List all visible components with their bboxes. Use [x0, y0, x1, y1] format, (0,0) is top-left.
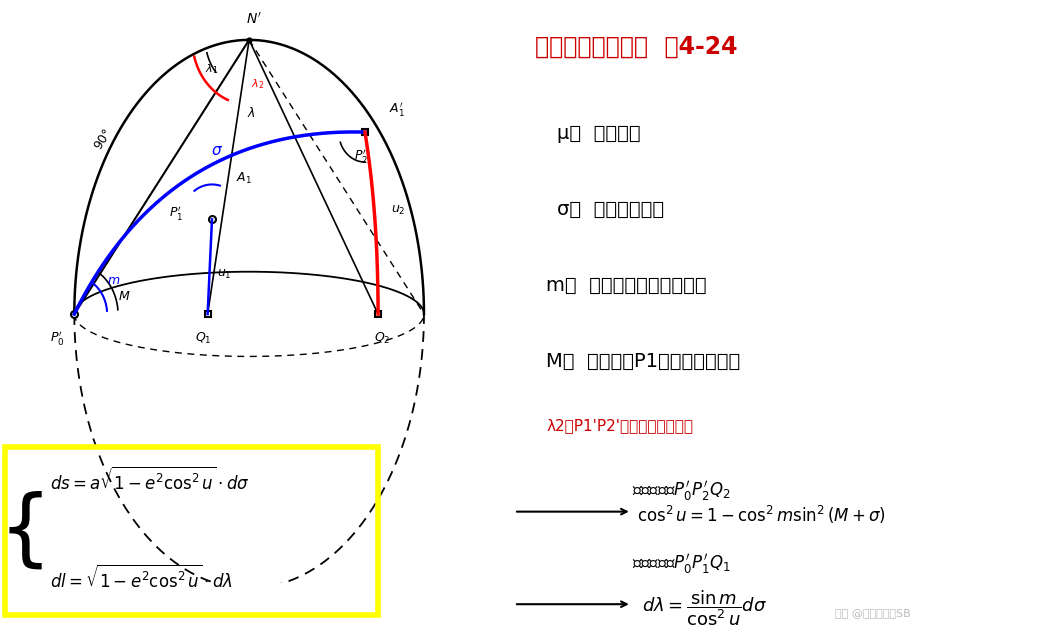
Text: $A_1$: $A_1$ — [236, 171, 252, 186]
Text: $d\lambda = \dfrac{\sin m}{\cos^2 u} d\sigma$: $d\lambda = \dfrac{\sin m}{\cos^2 u} d\s… — [642, 588, 768, 628]
Text: $\lambda_1$: $\lambda_1$ — [206, 62, 219, 76]
Text: $dl = \sqrt{1-e^2\cos^2 u} \cdot d\lambda$: $dl = \sqrt{1-e^2\cos^2 u} \cdot d\lambd… — [50, 564, 233, 592]
Text: $Q_2$: $Q_2$ — [374, 330, 390, 346]
Text: 知乎 @越来越废的SB: 知乎 @越来越废的SB — [835, 608, 911, 618]
Text: $90°$: $90°$ — [92, 126, 115, 153]
Text: m：  赤道处大圆弧的方位角: m： 赤道处大圆弧的方位角 — [547, 276, 707, 295]
Text: $\sigma$: $\sigma$ — [211, 143, 222, 158]
Text: $\cos^2 u = 1-\cos^2 m\sin^2(M+\sigma)$: $\cos^2 u = 1-\cos^2 m\sin^2(M+\sigma)$ — [637, 504, 886, 526]
Text: $\{$: $\{$ — [0, 490, 43, 572]
Text: λ2：P1'P2'之间的球面经度差: λ2：P1'P2'之间的球面经度差 — [547, 418, 693, 434]
Text: 球面三角形$P_0^{\prime}P_1^{\prime}Q_1$: 球面三角形$P_0^{\prime}P_1^{\prime}Q_1$ — [631, 552, 731, 576]
Text: $P_0^{\prime}$: $P_0^{\prime}$ — [49, 329, 64, 347]
Text: $Q_1$: $Q_1$ — [195, 330, 212, 346]
Text: $P_2^{\prime}$: $P_2^{\prime}$ — [354, 147, 367, 165]
Text: 球面三角形$P_0^{\prime}P_2^{\prime}Q_2$: 球面三角形$P_0^{\prime}P_2^{\prime}Q_2$ — [631, 479, 731, 503]
Text: $\lambda$: $\lambda$ — [247, 106, 256, 120]
Text: $m$: $m$ — [107, 274, 121, 287]
Text: $A_1^{\prime}$: $A_1^{\prime}$ — [389, 100, 405, 118]
Text: M：  从赤道到P1点大圆弧的长度: M： 从赤道到P1点大圆弧的长度 — [547, 352, 741, 371]
Text: $M$: $M$ — [117, 290, 130, 303]
Text: 投影后的球面上：  图4-24: 投影后的球面上： 图4-24 — [535, 35, 737, 59]
Text: $u_1$: $u_1$ — [217, 268, 232, 281]
Text: $\lambda_2$: $\lambda_2$ — [252, 77, 264, 91]
Text: σ：  大圆弧的长度: σ： 大圆弧的长度 — [557, 200, 664, 219]
Text: $P_1^{\prime}$: $P_1^{\prime}$ — [169, 204, 184, 223]
Text: $ds = a\sqrt{1-e^2\cos^2 u} \cdot d\sigma$: $ds = a\sqrt{1-e^2\cos^2 u} \cdot d\sigm… — [50, 467, 250, 495]
Text: μ：  归化纬度: μ： 归化纬度 — [557, 124, 641, 143]
Text: $u_2$: $u_2$ — [391, 204, 406, 217]
Text: $N'$: $N'$ — [245, 12, 261, 27]
